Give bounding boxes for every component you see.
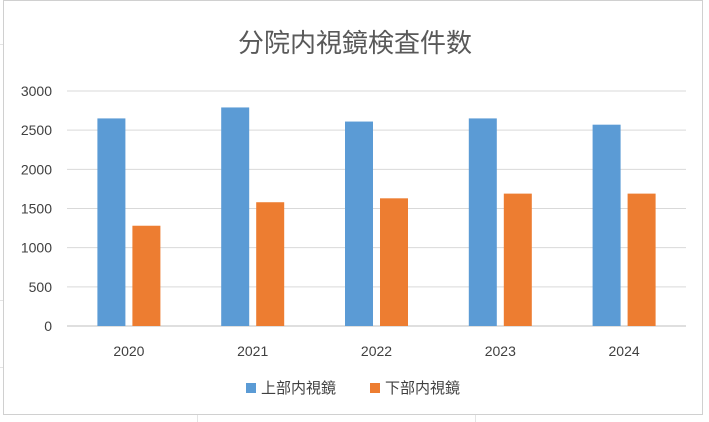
bar-lower-2024[interactable] [627,193,656,326]
y-tick-label: 500 [29,279,53,295]
y-tick-label: 2000 [21,161,52,177]
y-tick-label: 1000 [21,240,52,256]
x-tick-label: 2024 [609,343,640,359]
bars [97,107,656,327]
bar-lower-2022[interactable] [380,198,408,326]
legend: 上部内視鏡 下部内視鏡 [246,379,460,397]
legend-label: 下部内視鏡 [385,379,460,397]
bar-lower-2023[interactable] [503,193,532,326]
y-tick-label: 3000 [21,83,52,99]
bar-upper-2023[interactable] [468,118,497,327]
y-tick-label: 0 [44,318,52,334]
bar-lower-2021[interactable] [256,202,285,326]
bar-upper-2021[interactable] [221,107,250,326]
x-axis-ticks: 2020 2021 2022 2023 2024 [113,343,640,359]
bar-upper-2020[interactable] [97,118,126,327]
y-tick-label: 2500 [21,122,52,138]
x-tick-label: 2023 [485,343,516,359]
legend-label: 上部内視鏡 [261,379,336,397]
y-gridlines [67,90,686,327]
chart-title: 分院内視鏡検査件数 [238,29,472,59]
bar-lower-2020[interactable] [132,225,161,326]
x-tick-label: 2020 [113,343,144,359]
bar-upper-2022[interactable] [345,121,373,326]
x-tick-label: 2022 [361,343,392,359]
x-tick-label: 2021 [237,343,268,359]
y-tick-label: 1500 [21,201,52,217]
legend-swatch [370,383,380,393]
y-axis-ticks: 0 500 1000 1500 2000 2500 3000 [21,83,52,334]
bar-upper-2024[interactable] [592,124,621,326]
legend-swatch [246,383,256,393]
